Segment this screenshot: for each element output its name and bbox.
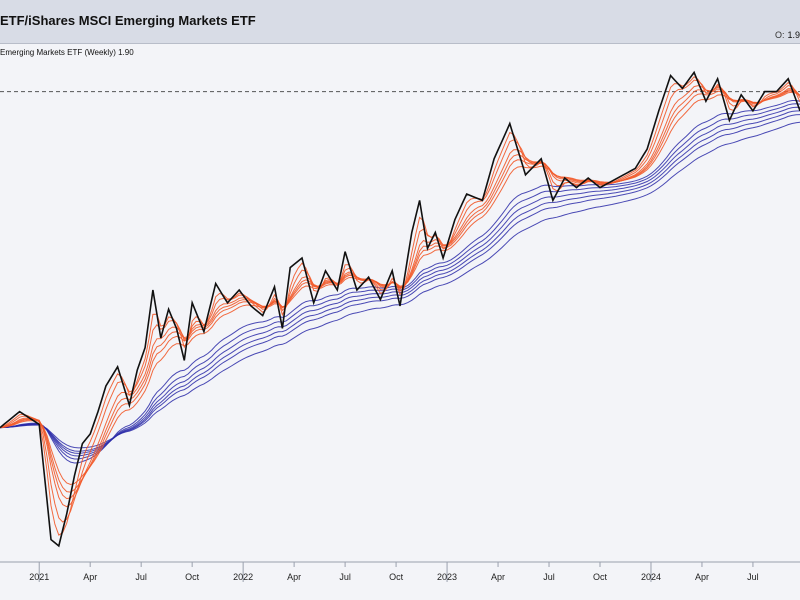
- short-ma-line-12: [0, 90, 800, 493]
- short-ma-line-15: [0, 91, 800, 486]
- long-ma-line-40: [0, 106, 800, 457]
- x-tick-label: Apr: [695, 572, 709, 582]
- price-chart[interactable]: 2021 Apr Jul Oct 2022 Apr Jul Oct 2023 Apr Jul Oct 2…: [0, 44, 800, 600]
- price-line: [0, 70, 800, 548]
- x-tick-label: 2023: [437, 572, 457, 582]
- x-tick-label: 2024: [641, 572, 661, 582]
- long-ma-group: [0, 100, 800, 464]
- x-tick-label: Oct: [185, 572, 200, 582]
- ohlc-readout: O: 1.9: [775, 30, 800, 40]
- x-tick-label: Oct: [389, 572, 404, 582]
- x-tick-label: Jul: [135, 572, 147, 582]
- short-ma-line-8: [0, 85, 800, 508]
- x-tick-label: Apr: [491, 572, 505, 582]
- long-ma-line-50: [0, 114, 800, 452]
- long-ma-line-30: [0, 100, 800, 464]
- long-ma-line-60: [0, 121, 800, 449]
- x-tick-label: 2021: [29, 572, 49, 582]
- ohlc-open-label: O:: [774, 30, 785, 40]
- x-tick-label: 2022: [233, 572, 253, 582]
- chart-header: ETF/iShares MSCI Emerging Markets ETF O:…: [0, 0, 800, 44]
- x-tick-label: Jul: [543, 572, 555, 582]
- ohlc-open-value: 1.9: [787, 30, 800, 40]
- long-ma-line-35: [0, 103, 800, 460]
- x-tick-label: Apr: [287, 572, 301, 582]
- x-axis: 2021 Apr Jul Oct 2022 Apr Jul Oct 2023 Apr Jul Oct 2…: [0, 561, 800, 582]
- series-legend: Emerging Markets ETF (Weekly) 1.90: [0, 48, 134, 57]
- x-tick-label: Oct: [593, 572, 608, 582]
- x-tick-label: Jul: [339, 572, 351, 582]
- short-ma-line-10: [0, 88, 800, 500]
- x-tick-label: Jul: [747, 572, 759, 582]
- chart-title: ETF/iShares MSCI Emerging Markets ETF: [0, 13, 256, 28]
- price-line-group: [0, 70, 800, 548]
- x-tick-label: Apr: [83, 572, 97, 582]
